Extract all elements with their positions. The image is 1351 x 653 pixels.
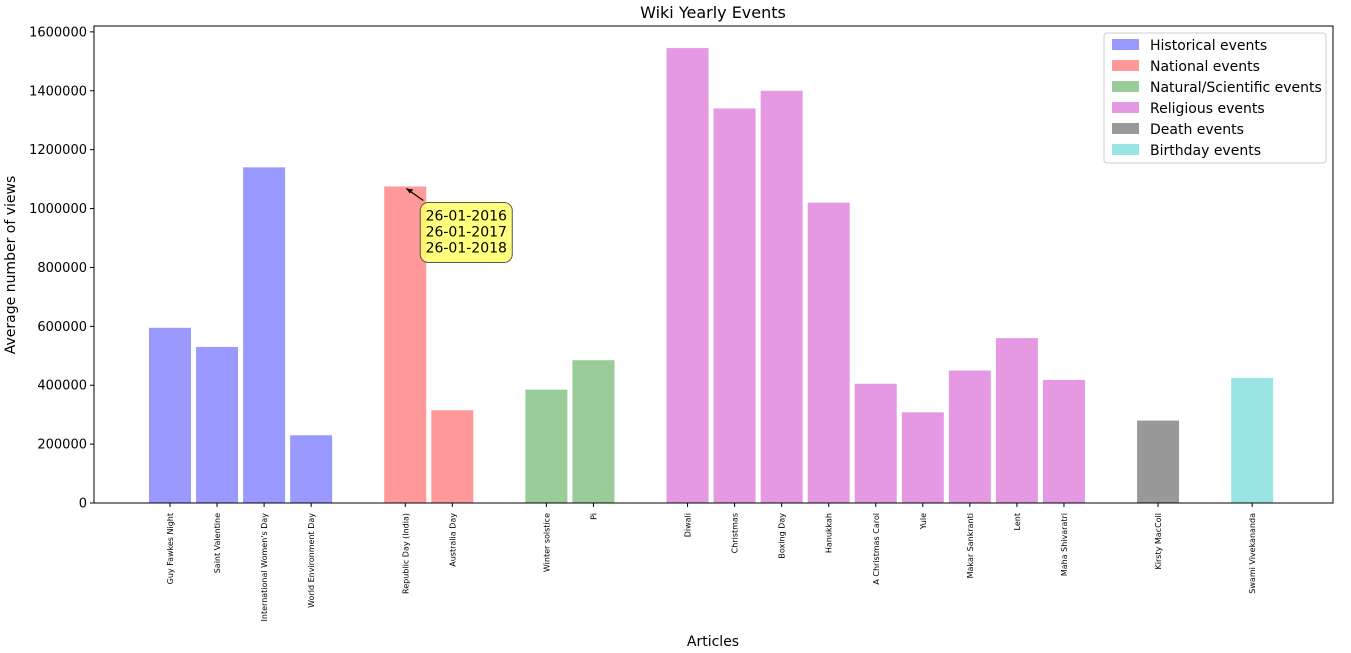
legend-item[interactable]: National events bbox=[1112, 59, 1260, 75]
x-tick-label: Boxing Day bbox=[778, 513, 787, 559]
x-tick-label: Yule bbox=[919, 513, 928, 530]
x-tick-label: Saint Valentine bbox=[213, 513, 222, 573]
legend[interactable]: Historical events National events Natural/… bbox=[1103, 32, 1327, 164]
legend-label: Religious events bbox=[1150, 101, 1265, 117]
legend-item[interactable]: Birthday events bbox=[1112, 143, 1261, 159]
legend-swatch bbox=[1112, 144, 1139, 155]
x-axis: Guy Fawkes Night Saint Valentine Internati… bbox=[166, 503, 1257, 621]
y-tick-label: 1400000 bbox=[29, 84, 87, 99]
x-tick-label: Kirsty MacColl bbox=[1154, 513, 1163, 569]
bar bbox=[1231, 377, 1274, 503]
x-tick-label: World Environment Day bbox=[307, 513, 316, 608]
x-tick-label: Pi bbox=[589, 513, 598, 520]
x-tick-label: Hanukkah bbox=[825, 513, 834, 553]
y-tick-label: 0 bbox=[79, 497, 87, 512]
bar bbox=[525, 389, 568, 503]
bar bbox=[760, 90, 803, 504]
legend-swatch bbox=[1112, 39, 1139, 50]
x-tick-label: A Christmas Carol bbox=[872, 513, 881, 585]
x-tick-label: Christmas bbox=[731, 513, 740, 553]
bar bbox=[666, 48, 709, 503]
legend-label: Birthday events bbox=[1150, 143, 1261, 159]
bar bbox=[1137, 420, 1180, 503]
legend-swatch bbox=[1112, 81, 1139, 92]
annotation-line: 26-01-2016 bbox=[426, 208, 507, 224]
chart-title: Wiki Yearly Events bbox=[640, 3, 786, 22]
annotation-arrowhead bbox=[406, 188, 414, 194]
x-tick-label: Republic Day (India) bbox=[401, 513, 410, 594]
legend-item[interactable]: Natural/Scientific events bbox=[1112, 80, 1322, 96]
x-tick-label: Australia Day bbox=[448, 513, 457, 567]
legend-swatch bbox=[1112, 123, 1139, 134]
y-axis-label: Average number of views bbox=[3, 176, 19, 355]
annotation-line: 26-01-2018 bbox=[426, 240, 507, 256]
legend-item[interactable]: Death events bbox=[1112, 122, 1244, 138]
x-tick-label: International Women's Day bbox=[260, 513, 269, 622]
y-axis: 0 200000 400000 600000 800000 1000000 1200000 1… bbox=[29, 25, 94, 512]
plot-frame bbox=[93, 25, 1334, 504]
bar bbox=[196, 346, 239, 503]
x-tick-label: Swami Vivekananda bbox=[1248, 513, 1257, 594]
x-axis-label: Articles bbox=[687, 634, 739, 650]
y-tick-label: 1600000 bbox=[29, 25, 87, 40]
y-tick-label: 200000 bbox=[37, 438, 87, 453]
legend-swatch bbox=[1112, 102, 1139, 113]
bar bbox=[243, 167, 286, 504]
y-tick-label: 1000000 bbox=[29, 202, 87, 217]
x-tick-label: Maha Shivaratri bbox=[1060, 513, 1069, 576]
annotation-line: 26-01-2017 bbox=[426, 224, 507, 240]
legend-item[interactable]: Historical events bbox=[1112, 38, 1267, 54]
bar bbox=[948, 370, 991, 503]
y-tick-label: 800000 bbox=[37, 261, 87, 276]
x-tick-label: Diwali bbox=[684, 513, 693, 537]
legend-frame bbox=[1103, 32, 1327, 164]
legend-swatch bbox=[1112, 60, 1139, 71]
legend-label: National events bbox=[1150, 59, 1260, 75]
y-tick-label: 1200000 bbox=[29, 143, 87, 158]
bar bbox=[149, 327, 191, 503]
y-tick-label: 600000 bbox=[37, 320, 87, 335]
bar bbox=[384, 186, 427, 503]
bar bbox=[290, 435, 333, 503]
y-tick-label: 400000 bbox=[37, 379, 87, 394]
x-tick-label: Makar Sankranti bbox=[966, 513, 975, 578]
bar bbox=[854, 383, 897, 503]
bar bbox=[901, 412, 944, 503]
bars-layer bbox=[149, 48, 1274, 504]
bar bbox=[572, 360, 615, 503]
x-tick-label: Lent bbox=[1013, 513, 1022, 530]
bar bbox=[995, 338, 1038, 503]
legend-label: Natural/Scientific events bbox=[1150, 80, 1322, 96]
legend-label: Death events bbox=[1150, 122, 1244, 138]
bar bbox=[431, 410, 474, 503]
x-tick-label: Winter solstice bbox=[542, 513, 551, 572]
bar bbox=[807, 202, 850, 503]
x-tick-label: Guy Fawkes Night bbox=[166, 513, 175, 584]
legend-item[interactable]: Religious events bbox=[1112, 101, 1265, 117]
bar bbox=[713, 108, 756, 503]
bar bbox=[1042, 379, 1085, 503]
annotation-box bbox=[419, 201, 513, 263]
legend-label: Historical events bbox=[1150, 38, 1267, 54]
